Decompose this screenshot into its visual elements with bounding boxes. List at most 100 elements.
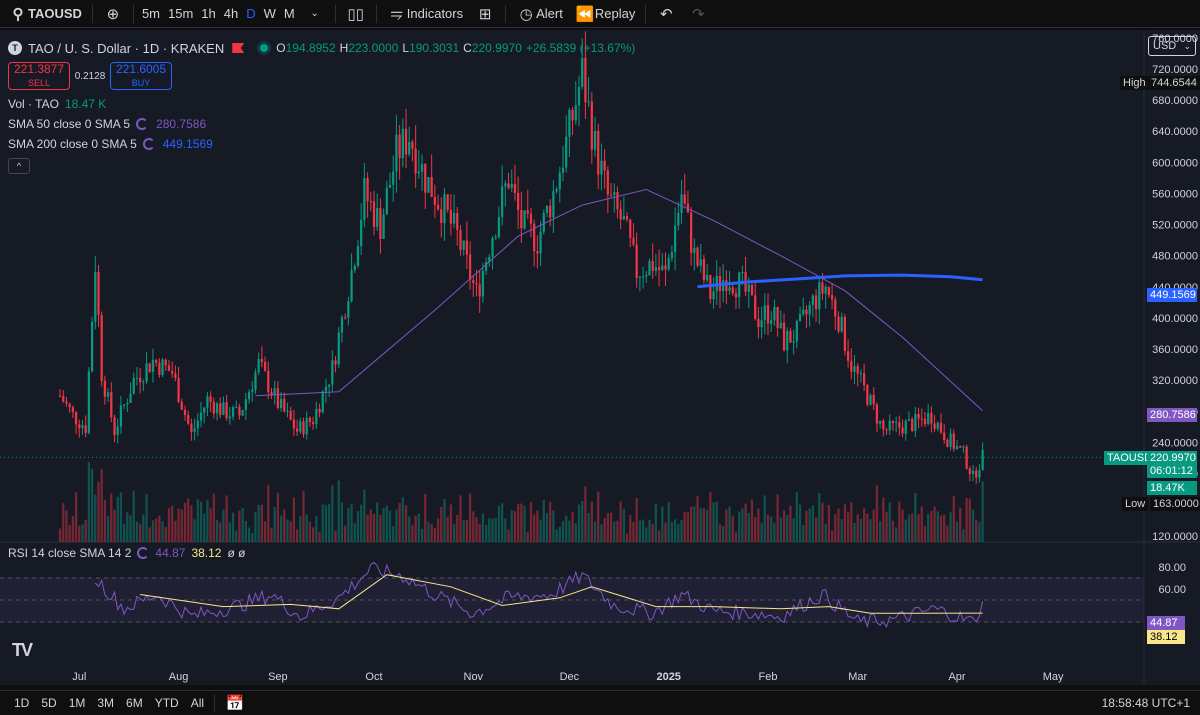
volume-bar [699,507,702,542]
low-value: 163.0000 [1150,497,1200,511]
time-axis-label: Nov [464,671,484,683]
buy-button[interactable]: 221.6005 BUY [110,62,172,90]
volume-bar [895,527,898,542]
volume-bar [475,517,478,542]
alert-button[interactable]: ◷ Alert [510,0,569,28]
calendar-icon: 📅 [225,695,245,712]
volume-bar [898,501,901,542]
candle [222,402,225,415]
sell-button[interactable]: 221.3877 SELL [8,62,70,90]
candle [702,259,706,281]
symbol-search-button[interactable]: ⚲ TAOUSD [0,0,88,28]
flag-icon[interactable] [232,43,245,53]
sma200-legend-row[interactable]: SMA 200 close 0 SMA 5 449.1569 [8,134,639,154]
candle [465,240,469,255]
volume-bar [869,519,872,542]
volume-bar [622,508,625,542]
candle [392,171,395,185]
volume-bar [629,515,632,542]
date-range-button[interactable]: 📅 [219,689,251,715]
candle [219,403,222,415]
range-1d[interactable]: 1D [14,696,30,710]
volume-bar [299,515,302,542]
currency-select[interactable]: USD ⌄ [1148,36,1196,56]
volume-legend-row[interactable]: Vol · TAO 18.47 K [8,94,639,114]
volume-bar [981,481,984,542]
volume-bar [549,502,552,542]
candle [952,433,955,449]
range-all[interactable]: All [190,696,205,710]
symbol-title[interactable]: TAO / U. S. Dollar · 1D · KRAKEN [28,40,225,56]
volume-bar [545,513,549,542]
volume-bar [209,508,212,542]
range-3m[interactable]: 3M [97,696,115,710]
interval-w[interactable]: W [263,6,276,21]
chart-type-button[interactable]: ▯▯ [340,0,372,28]
candle [340,317,344,333]
volume-bar [859,518,863,542]
undo-icon: ↶ [660,5,673,23]
rsi-line [94,561,984,629]
interval-m[interactable]: M [283,6,295,21]
candle [859,373,863,375]
interval-5m[interactable]: 5m [141,6,160,21]
collapse-legend-button[interactable]: ^ [8,158,30,174]
candle [827,286,830,296]
candle [71,407,74,412]
volume-bar [888,502,891,542]
chart-pane[interactable]: 120.0000160.0000200.0000240.0000280.0000… [0,30,1200,685]
volume-bar [879,521,882,542]
candle [635,244,638,278]
volume-bar [219,522,222,542]
range-5d[interactable]: 5D [41,696,57,710]
candle [302,421,305,435]
interval-1h[interactable]: 1h [201,6,216,21]
interval-4h[interactable]: 4h [223,6,239,21]
candle [686,203,690,213]
rsi-legend[interactable]: RSI 14 close SMA 14 2 44.87 38.12 ø ø [8,546,251,560]
candle [613,192,616,195]
redo-button[interactable]: ↷ [682,0,714,28]
undo-button[interactable]: ↶ [650,0,682,28]
volume-bar [843,504,847,542]
volume-bar [103,500,107,542]
volume-bar [417,513,420,542]
volume-bar [392,526,395,542]
volume-bar [376,502,379,542]
candle [324,386,328,392]
replay-button[interactable]: ⏪ Replay [569,0,641,28]
range-1m[interactable]: 1M [68,696,86,710]
price-tick-label: 360.0000 [1152,344,1198,356]
interval-15m[interactable]: 15m [168,6,194,21]
candle [616,192,619,210]
candle [571,109,574,121]
candle [504,183,507,187]
candle [907,419,911,421]
range-ytd[interactable]: YTD [154,696,179,710]
compare-symbol-button[interactable]: ⊕ [97,0,129,28]
candle [110,392,113,418]
rsi-sma-line [140,574,983,614]
volume-bar [840,519,843,542]
volume-bar [936,511,939,542]
price-tick-label: 400.0000 [1152,313,1198,325]
indicator-templates-button[interactable]: ⊞ [469,0,501,28]
time-axis-label: Sep [268,671,288,683]
candle [731,287,734,294]
range-6m[interactable]: 6M [126,696,143,710]
volume-bar [946,525,949,542]
tradingview-logo[interactable]: TV [12,640,33,660]
candle [286,410,289,412]
volume-bar [866,513,869,542]
volume-bar [465,520,469,542]
candle [818,282,821,310]
sma50-legend-row[interactable]: SMA 50 close 0 SMA 5 280.7586 [8,114,639,134]
interval-dropdown-button[interactable]: ⌄ [299,0,331,28]
candle [517,192,520,211]
volume-bar [616,520,619,542]
sma200-badge: 449.1569 [1147,288,1197,302]
candle [58,395,62,397]
indicators-button[interactable]: ⥭ Indicators [381,0,469,28]
clock[interactable]: 18:58:48 UTC+1 [1101,696,1190,710]
interval-d[interactable]: D [246,6,256,21]
